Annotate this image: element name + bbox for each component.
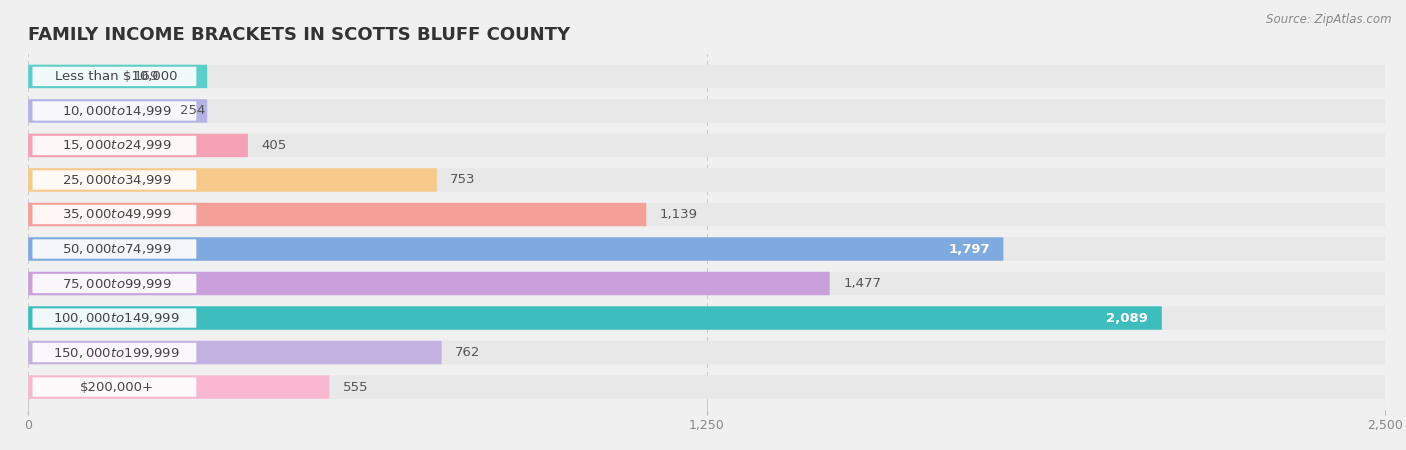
Text: $10,000 to $14,999: $10,000 to $14,999 [62,104,172,118]
FancyBboxPatch shape [28,65,1385,88]
FancyBboxPatch shape [28,375,329,399]
Text: 753: 753 [450,174,475,186]
Text: 1,797: 1,797 [948,243,990,256]
FancyBboxPatch shape [28,237,1004,261]
FancyBboxPatch shape [28,203,647,226]
Text: $50,000 to $74,999: $50,000 to $74,999 [62,242,172,256]
Text: 762: 762 [456,346,481,359]
FancyBboxPatch shape [28,134,247,157]
FancyBboxPatch shape [28,99,207,123]
FancyBboxPatch shape [28,168,437,192]
FancyBboxPatch shape [32,343,197,362]
FancyBboxPatch shape [28,306,1161,330]
Text: 1,139: 1,139 [659,208,697,221]
Text: Source: ZipAtlas.com: Source: ZipAtlas.com [1267,14,1392,27]
Text: $200,000+: $200,000+ [80,381,153,394]
Text: 169: 169 [134,70,159,83]
Text: $75,000 to $99,999: $75,000 to $99,999 [62,276,172,291]
FancyBboxPatch shape [28,65,207,88]
FancyBboxPatch shape [28,134,1385,157]
FancyBboxPatch shape [28,203,1385,226]
FancyBboxPatch shape [28,341,1385,364]
Text: 2,089: 2,089 [1107,311,1149,324]
FancyBboxPatch shape [28,272,830,295]
Text: $100,000 to $149,999: $100,000 to $149,999 [53,311,180,325]
Text: 1,477: 1,477 [844,277,882,290]
FancyBboxPatch shape [32,67,197,86]
Text: Less than $10,000: Less than $10,000 [55,70,177,83]
Text: 405: 405 [262,139,287,152]
Text: 254: 254 [180,104,205,117]
FancyBboxPatch shape [28,237,1385,261]
Text: $25,000 to $34,999: $25,000 to $34,999 [62,173,172,187]
FancyBboxPatch shape [32,274,197,293]
FancyBboxPatch shape [32,239,197,259]
FancyBboxPatch shape [32,170,197,189]
FancyBboxPatch shape [28,306,1385,330]
FancyBboxPatch shape [32,101,197,121]
FancyBboxPatch shape [28,375,1385,399]
FancyBboxPatch shape [28,99,1385,123]
Text: $35,000 to $49,999: $35,000 to $49,999 [62,207,172,221]
Text: 555: 555 [343,381,368,394]
Text: $15,000 to $24,999: $15,000 to $24,999 [62,139,172,153]
FancyBboxPatch shape [32,205,197,224]
FancyBboxPatch shape [28,272,1385,295]
FancyBboxPatch shape [32,308,197,328]
Text: FAMILY INCOME BRACKETS IN SCOTTS BLUFF COUNTY: FAMILY INCOME BRACKETS IN SCOTTS BLUFF C… [28,26,571,44]
FancyBboxPatch shape [32,378,197,397]
FancyBboxPatch shape [32,136,197,155]
FancyBboxPatch shape [28,168,1385,192]
Text: $150,000 to $199,999: $150,000 to $199,999 [53,346,180,360]
FancyBboxPatch shape [28,341,441,364]
